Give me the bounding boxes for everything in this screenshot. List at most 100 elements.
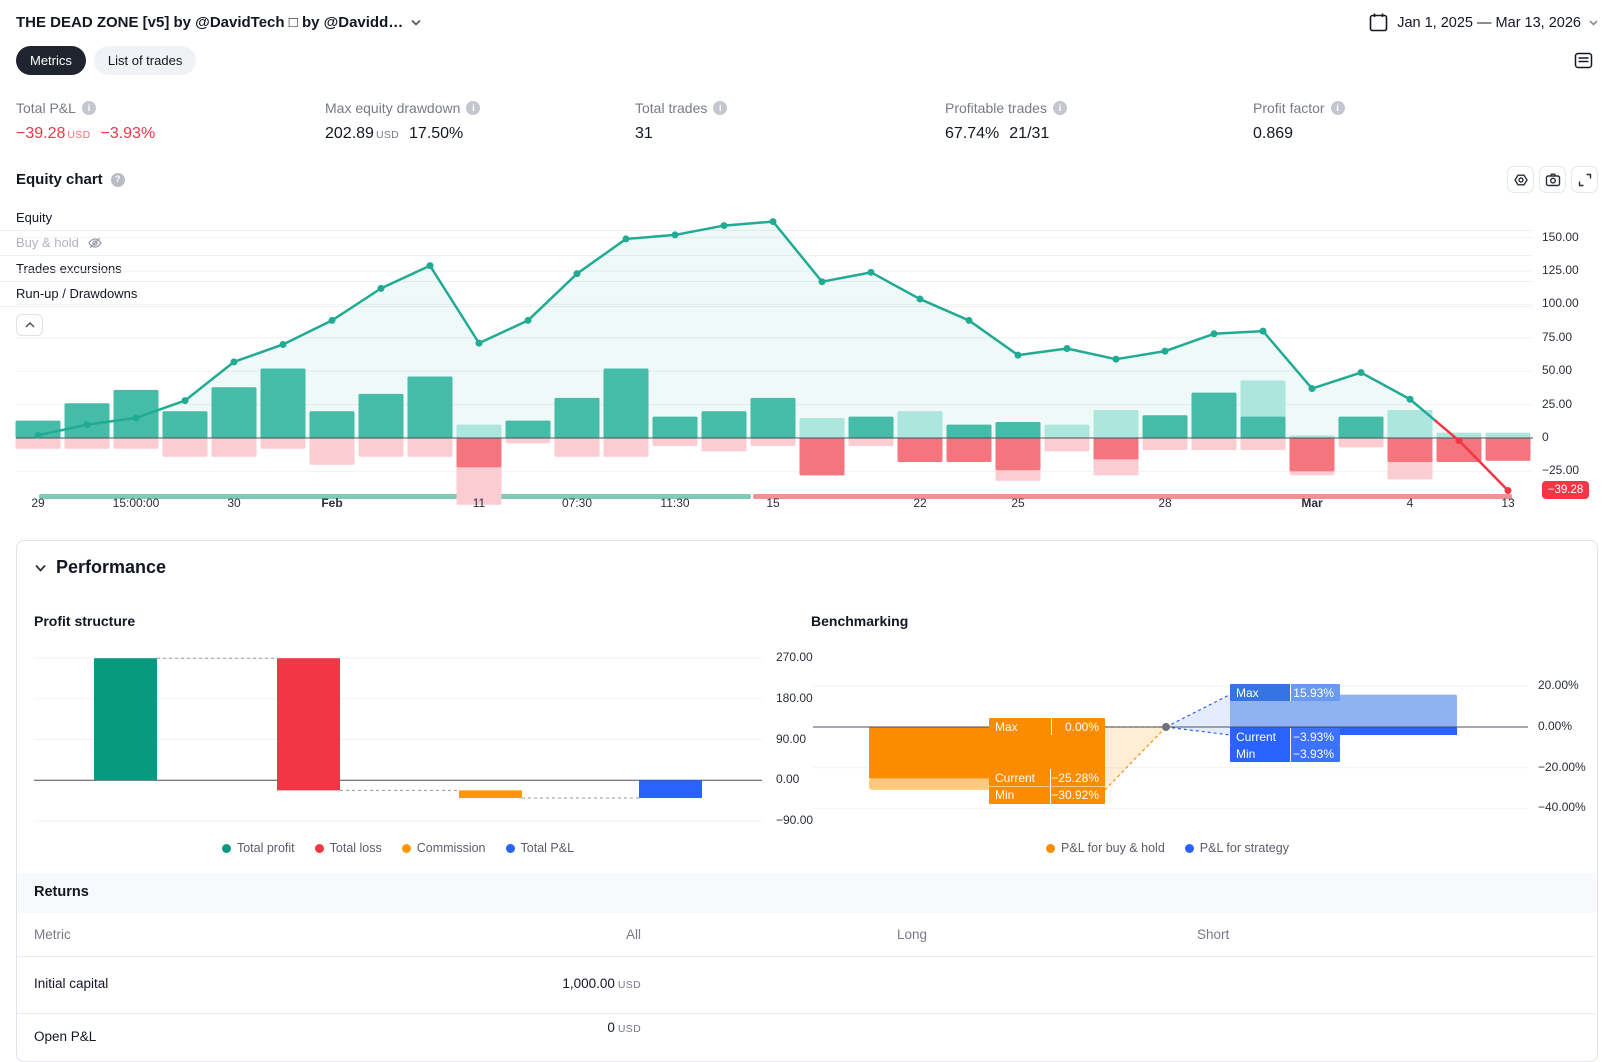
row-initial-capital-label: Initial capital xyxy=(34,976,109,991)
box-value: 15.93% xyxy=(1291,684,1340,701)
legend-item-runup-drawdowns[interactable]: Run-up / Drawdowns xyxy=(0,282,1533,307)
table-divider xyxy=(17,1013,1595,1014)
legend-item-buy-hold[interactable]: Buy & hold xyxy=(0,231,1533,256)
info-icon[interactable] xyxy=(1052,101,1067,115)
axis-tick-label: 0 xyxy=(1542,430,1549,444)
info-icon[interactable] xyxy=(713,101,728,115)
axis-tick-label: 0.00% xyxy=(1538,719,1573,733)
buyhold-max-box: Max 0.00% xyxy=(989,718,1105,735)
date-range-label: Jan 1, 2025 — Mar 13, 2026 xyxy=(1397,14,1581,31)
legend-label: P&L for strategy xyxy=(1199,841,1289,855)
settings-icon xyxy=(1513,172,1529,188)
box-label: Min xyxy=(989,786,1052,804)
axis-tick-label: −90.00 xyxy=(776,813,814,827)
row-initial-capital-value: 1,000.00 USD xyxy=(562,976,641,991)
metric-profitable-trades: Profitable trades 67.74% 21/31 xyxy=(945,100,1067,143)
axis-tick-label: −20.00% xyxy=(1538,759,1586,774)
equity-last-value-badge: −39.28 xyxy=(1542,481,1589,499)
metric-profit-factor: Profit factor 0.869 xyxy=(1253,100,1345,143)
profit-structure-chart[interactable] xyxy=(17,636,817,906)
legend-label: Total profit xyxy=(236,841,295,855)
axis-tick-label: 25.00 xyxy=(1542,396,1573,411)
legend-item[interactable]: Commission xyxy=(401,841,486,855)
chart-screenshot-button[interactable] xyxy=(1539,166,1566,193)
legend-item-trades-excursions[interactable]: Trades excursions xyxy=(0,256,1533,282)
axis-tick-label: 28 xyxy=(1158,496,1172,510)
legend-label: Run-up / Drawdowns xyxy=(16,286,138,302)
view-tabs: Metrics List of trades xyxy=(16,46,197,75)
equity-chart-title: Equity chart xyxy=(16,171,125,188)
strategy-title-dropdown[interactable]: THE DEAD ZONE [v5] by @DavidTech □ by @D… xyxy=(16,14,421,31)
performance-section-toggle[interactable]: Performance xyxy=(35,557,166,578)
chart-settings-button[interactable] xyxy=(1507,166,1534,193)
legend-item-equity[interactable]: Equity xyxy=(0,205,1533,231)
date-range-picker[interactable]: Jan 1, 2025 — Mar 13, 2026 xyxy=(1368,12,1598,33)
info-icon[interactable] xyxy=(81,101,96,115)
metric-value: 31 xyxy=(635,125,653,142)
strategy-min-box: Min −3.93% xyxy=(1230,745,1340,762)
legend-item[interactable]: P&L for strategy xyxy=(1184,841,1289,855)
axis-tick-label: 50.00 xyxy=(1542,363,1573,378)
metric-value: 0.869 xyxy=(1253,125,1294,142)
row-open-pnl-value: 0 USD xyxy=(607,1020,641,1035)
help-icon[interactable] xyxy=(110,172,125,187)
box-label: Max xyxy=(989,718,1052,735)
chevron-down-icon xyxy=(1589,20,1598,26)
metric-label: Max equity drawdown xyxy=(325,100,461,116)
metric-label: Total trades xyxy=(635,100,708,116)
axis-tick-label: 150.00 xyxy=(1542,229,1579,244)
legend-label: Total P&L xyxy=(520,841,575,855)
legend-item[interactable]: Total loss xyxy=(314,841,382,855)
legend-item[interactable]: P&L for buy & hold xyxy=(1046,841,1165,855)
box-value: −3.93% xyxy=(1291,745,1340,762)
benchmarking-legend: P&L for buy & hold P&L for strategy xyxy=(807,841,1528,855)
strategy-current-box: Current −3.93% xyxy=(1230,728,1340,745)
axis-tick-label: 270.00 xyxy=(776,650,813,664)
box-label: Current xyxy=(989,769,1052,786)
legend-item[interactable]: Total profit xyxy=(221,841,295,855)
axis-tick-label: 07:30 xyxy=(561,496,593,510)
rows-layout-icon xyxy=(1573,50,1594,71)
camera-icon xyxy=(1545,172,1561,188)
eye-off-icon[interactable] xyxy=(87,236,103,250)
tab-list-of-trades[interactable]: List of trades xyxy=(93,46,197,75)
benchmarking-chart[interactable] xyxy=(807,636,1597,906)
axis-tick-label: 100.00 xyxy=(1542,296,1579,311)
axis-tick-label: 13 xyxy=(1501,496,1515,510)
info-icon[interactable] xyxy=(466,101,481,115)
metric-value: 202.89 xyxy=(325,125,374,142)
axis-tick-label: 29 xyxy=(31,496,45,510)
layout-options-button[interactable] xyxy=(1568,46,1598,74)
profit-structure-title: Profit structure xyxy=(34,613,136,629)
box-label: Min xyxy=(1230,745,1291,762)
performance-title: Performance xyxy=(56,557,167,577)
legend-item[interactable]: Total P&L xyxy=(505,841,575,855)
box-value: −30.92% xyxy=(1051,786,1105,804)
axis-tick-label: 0.00 xyxy=(776,772,800,787)
axis-tick-label: Feb xyxy=(321,496,343,510)
strategy-max-box: Max 15.93% xyxy=(1230,684,1340,701)
equity-chart-plot[interactable] xyxy=(0,195,1614,535)
tab-metrics[interactable]: Metrics xyxy=(16,46,86,75)
legend-label: Commission xyxy=(416,841,486,855)
info-icon[interactable] xyxy=(1330,101,1345,115)
axis-tick-label: 11 xyxy=(472,496,486,510)
axis-tick-label: 20.00% xyxy=(1538,678,1579,693)
metric-label: Profitable trades xyxy=(945,100,1047,116)
column-header-all: All xyxy=(625,927,641,942)
buyhold-current-box: Current −25.28% xyxy=(989,769,1105,786)
series-dot xyxy=(1184,843,1194,853)
metric-total-trades: Total trades 31 xyxy=(635,100,728,143)
axis-tick-label: 30 xyxy=(227,496,241,510)
benchmarking-title: Benchmarking xyxy=(811,613,909,629)
metric-value: −39.28 xyxy=(16,125,66,142)
series-dot xyxy=(314,843,324,853)
chart-fullscreen-button[interactable] xyxy=(1571,166,1598,193)
column-header-metric: Metric xyxy=(34,927,71,942)
currency-unit: USD xyxy=(617,979,641,991)
box-value: −25.28% xyxy=(1051,769,1105,786)
table-divider xyxy=(17,956,1595,957)
legend-collapse-button[interactable] xyxy=(16,314,43,336)
performance-card: Performance Profit structure 270.00 180.0… xyxy=(16,540,1598,1062)
equity-chart-toolbar xyxy=(1507,166,1598,193)
